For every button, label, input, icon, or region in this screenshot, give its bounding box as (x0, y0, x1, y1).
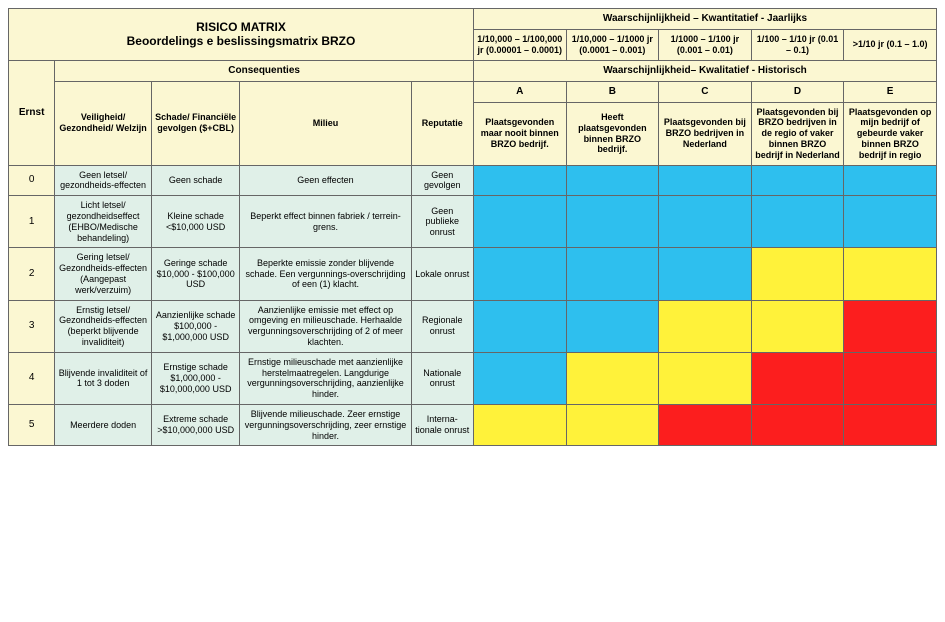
quant-col-4: >1/10 jr (0.1 – 1.0) (844, 30, 937, 61)
title-cell: RISICO MATRIX Beoordelings e beslissings… (9, 9, 474, 61)
cell-schade: Geen schade (151, 165, 240, 196)
cell-milieu: Aanzienlijke emissie met effect op omgev… (240, 300, 411, 352)
risk-cell (751, 165, 844, 196)
ernst-level: 4 (9, 352, 55, 404)
risk-cell (659, 352, 752, 404)
consequenties-header: Consequenties (55, 60, 474, 81)
cell-reputatie: Geen publieke onrust (411, 196, 473, 248)
risk-cell (566, 404, 659, 445)
cell-schade: Geringe schade $10,000 - $100,000 USD (151, 248, 240, 300)
cell-milieu: Geen effecten (240, 165, 411, 196)
cell-schade: Aanzienlijke schade $100,000 - $1,000,00… (151, 300, 240, 352)
letter-D: D (751, 81, 844, 102)
letter-B: B (566, 81, 659, 102)
cell-reputatie: Lokale onrust (411, 248, 473, 300)
quant-col-0: 1/10,000 – 1/100,000 jr (0.00001 – 0.000… (473, 30, 566, 61)
cell-veiligheid: Geen letsel/ gezondheids-effecten (55, 165, 152, 196)
risk-cell (659, 165, 752, 196)
cell-veiligheid: Gering letsel/ Gezondheids-effecten (Aan… (55, 248, 152, 300)
cell-veiligheid: Licht letsel/ gezondheidseffect (EHBO/Me… (55, 196, 152, 248)
cell-veiligheid: Ernstig letsel/ Gezondheids-effecten (be… (55, 300, 152, 352)
cell-milieu: Ernstige milieuschade met aanzienlijke h… (240, 352, 411, 404)
risk-cell (566, 196, 659, 248)
quant-col-1: 1/10,000 – 1/1000 jr (0.0001 – 0.001) (566, 30, 659, 61)
risk-cell (566, 165, 659, 196)
risk-cell (751, 196, 844, 248)
risk-cell (566, 300, 659, 352)
header-schade: Schade/ Financiële gevolgen ($+CBL) (151, 81, 240, 165)
matrix-row: 4 Blijvende invaliditeit of 1 tot 3 dode… (9, 352, 937, 404)
header-milieu: Milieu (240, 81, 411, 165)
risk-cell (844, 300, 937, 352)
risk-cell (844, 352, 937, 404)
cell-milieu: Beperkte emissie zonder blijvende schade… (240, 248, 411, 300)
cell-schade: Ernstige schade $1,000,000 - $10,000,000… (151, 352, 240, 404)
qual-col-4: Plaatsgevonden op mijn bedrijf of gebeur… (844, 102, 937, 165)
matrix-row: 3 Ernstig letsel/ Gezondheids-effecten (… (9, 300, 937, 352)
cell-reputatie: Interna-tionale onrust (411, 404, 473, 445)
matrix-row: 0 Geen letsel/ gezondheids-effecten Geen… (9, 165, 937, 196)
risk-matrix-table: RISICO MATRIX Beoordelings e beslissings… (8, 8, 937, 446)
matrix-row: 1 Licht letsel/ gezondheidseffect (EHBO/… (9, 196, 937, 248)
quant-col-3: 1/100 – 1/10 jr (0.01 – 0.1) (751, 30, 844, 61)
header-reputatie: Reputatie (411, 81, 473, 165)
risk-cell (751, 352, 844, 404)
cell-milieu: Blijvende milieuschade. Zeer ernstige ve… (240, 404, 411, 445)
ernst-level: 2 (9, 248, 55, 300)
risk-cell (473, 196, 566, 248)
risk-cell (473, 248, 566, 300)
cell-milieu: Beperkt effect binnen fabriek / terrein-… (240, 196, 411, 248)
ernst-level: 0 (9, 165, 55, 196)
qual-col-0: Plaatsgevonden maar nooit binnen BRZO be… (473, 102, 566, 165)
ernst-level: 1 (9, 196, 55, 248)
quant-col-2: 1/1000 – 1/100 jr (0.001 – 0.01) (659, 30, 752, 61)
risk-cell (844, 404, 937, 445)
ernst-level: 3 (9, 300, 55, 352)
cell-veiligheid: Meerdere doden (55, 404, 152, 445)
risk-cell (473, 352, 566, 404)
letter-A: A (473, 81, 566, 102)
risk-cell (659, 248, 752, 300)
qual-col-3: Plaatsgevonden bij BRZO bedrijven in de … (751, 102, 844, 165)
qual-col-1: Heeft plaatsgevonden binnen BRZO bedrijf… (566, 102, 659, 165)
cell-schade: Kleine schade <$10,000 USD (151, 196, 240, 248)
risk-cell (844, 165, 937, 196)
header-veiligheid: Veiligheid/ Gezondheid/ Welzijn (55, 81, 152, 165)
ernst-level: 5 (9, 404, 55, 445)
cell-reputatie: Geen gevolgen (411, 165, 473, 196)
cell-reputatie: Nationale onrust (411, 352, 473, 404)
cell-veiligheid: Blijvende invaliditeit of 1 tot 3 doden (55, 352, 152, 404)
risk-cell (844, 248, 937, 300)
quantitative-header: Waarschijnlijkheid – Kwantitatief - Jaar… (473, 9, 936, 30)
risk-cell (659, 404, 752, 445)
risk-cell (566, 352, 659, 404)
matrix-row: 5 Meerdere doden Extreme schade >$10,000… (9, 404, 937, 445)
risk-cell (751, 404, 844, 445)
risk-cell (473, 404, 566, 445)
letter-C: C (659, 81, 752, 102)
cell-schade: Extreme schade >$10,000,000 USD (151, 404, 240, 445)
risk-cell (659, 300, 752, 352)
risk-cell (473, 165, 566, 196)
matrix-row: 2 Gering letsel/ Gezondheids-effecten (A… (9, 248, 937, 300)
risk-cell (473, 300, 566, 352)
title-line1: RISICO MATRIX (196, 20, 286, 34)
cell-reputatie: Regionale onrust (411, 300, 473, 352)
letter-E: E (844, 81, 937, 102)
qualitative-header: Waarschijnlijkheid– Kwalitatief - Histor… (473, 60, 936, 81)
risk-cell (751, 300, 844, 352)
risk-cell (566, 248, 659, 300)
qual-col-2: Plaatsgevonden bij BRZO bedrijven in Ned… (659, 102, 752, 165)
risk-cell (659, 196, 752, 248)
risk-cell (844, 196, 937, 248)
ernst-header: Ernst (9, 60, 55, 165)
risk-cell (751, 248, 844, 300)
title-line2: Beoordelings e beslissingsmatrix BRZO (127, 34, 356, 48)
